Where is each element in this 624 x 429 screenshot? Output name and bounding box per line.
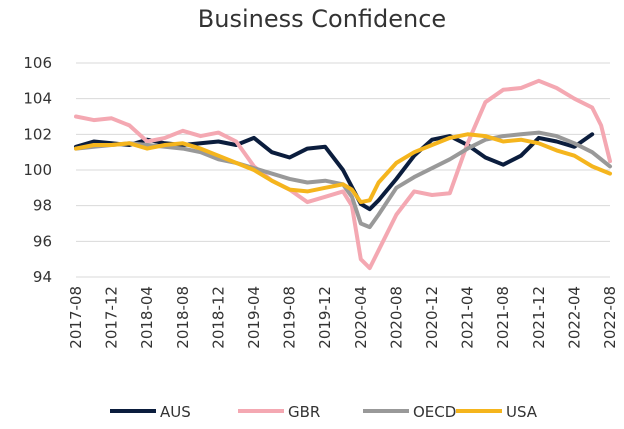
- y-tick-label: 98: [33, 197, 52, 215]
- x-tick-label: 2021-08: [494, 286, 512, 349]
- x-tick-label: 2019-12: [316, 286, 334, 349]
- x-tick-label: 2019-04: [245, 286, 263, 349]
- legend-item-usa: USA: [456, 403, 538, 421]
- x-tick-label: 2018-08: [174, 286, 192, 349]
- x-tick-label: 2022-08: [601, 286, 619, 349]
- grid: [76, 62, 610, 278]
- y-axis: 94 96 98 100 102 104 106: [23, 54, 52, 286]
- y-tick-label: 106: [23, 54, 52, 72]
- x-tick-label: 2021-04: [459, 286, 477, 349]
- x-tick-label: 2017-12: [103, 286, 121, 349]
- legend-item-gbr: GBR: [238, 403, 320, 421]
- x-tick-label: 2020-04: [352, 286, 370, 349]
- x-tick-label: 2022-04: [565, 286, 583, 349]
- x-tick-label: 2018-04: [138, 286, 156, 349]
- series-line-usa: [74, 132, 612, 205]
- chart-title: Business Confidence: [198, 5, 446, 33]
- y-tick-label: 94: [33, 268, 52, 286]
- x-axis: 2017-08 2017-12 2018-04 2018-08 2018-12 2019-…: [67, 286, 619, 349]
- y-tick-label: 96: [33, 232, 52, 250]
- legend-label: GBR: [288, 403, 320, 421]
- x-tick-label: 2017-08: [67, 286, 85, 349]
- y-tick-label: 102: [23, 125, 52, 143]
- x-tick-label: 2020-08: [387, 286, 405, 349]
- legend-label: OECD: [413, 403, 456, 421]
- legend-label: USA: [506, 403, 538, 421]
- series-line-gbr: [74, 78, 612, 271]
- x-tick-label: 2020-12: [423, 286, 441, 349]
- y-tick-label: 100: [23, 161, 52, 179]
- x-tick-label: 2019-08: [281, 286, 299, 349]
- y-tick-label: 104: [23, 90, 52, 108]
- legend-item-aus: AUS: [110, 403, 191, 421]
- legend-label: AUS: [160, 403, 191, 421]
- legend: AUS GBR OECD USA: [110, 403, 538, 421]
- series-lines: [74, 78, 612, 271]
- x-tick-label: 2021-12: [530, 286, 548, 349]
- x-tick-label: 2018-12: [209, 286, 227, 349]
- series-line-oecd: [74, 130, 612, 230]
- legend-item-oecd: OECD: [363, 403, 456, 421]
